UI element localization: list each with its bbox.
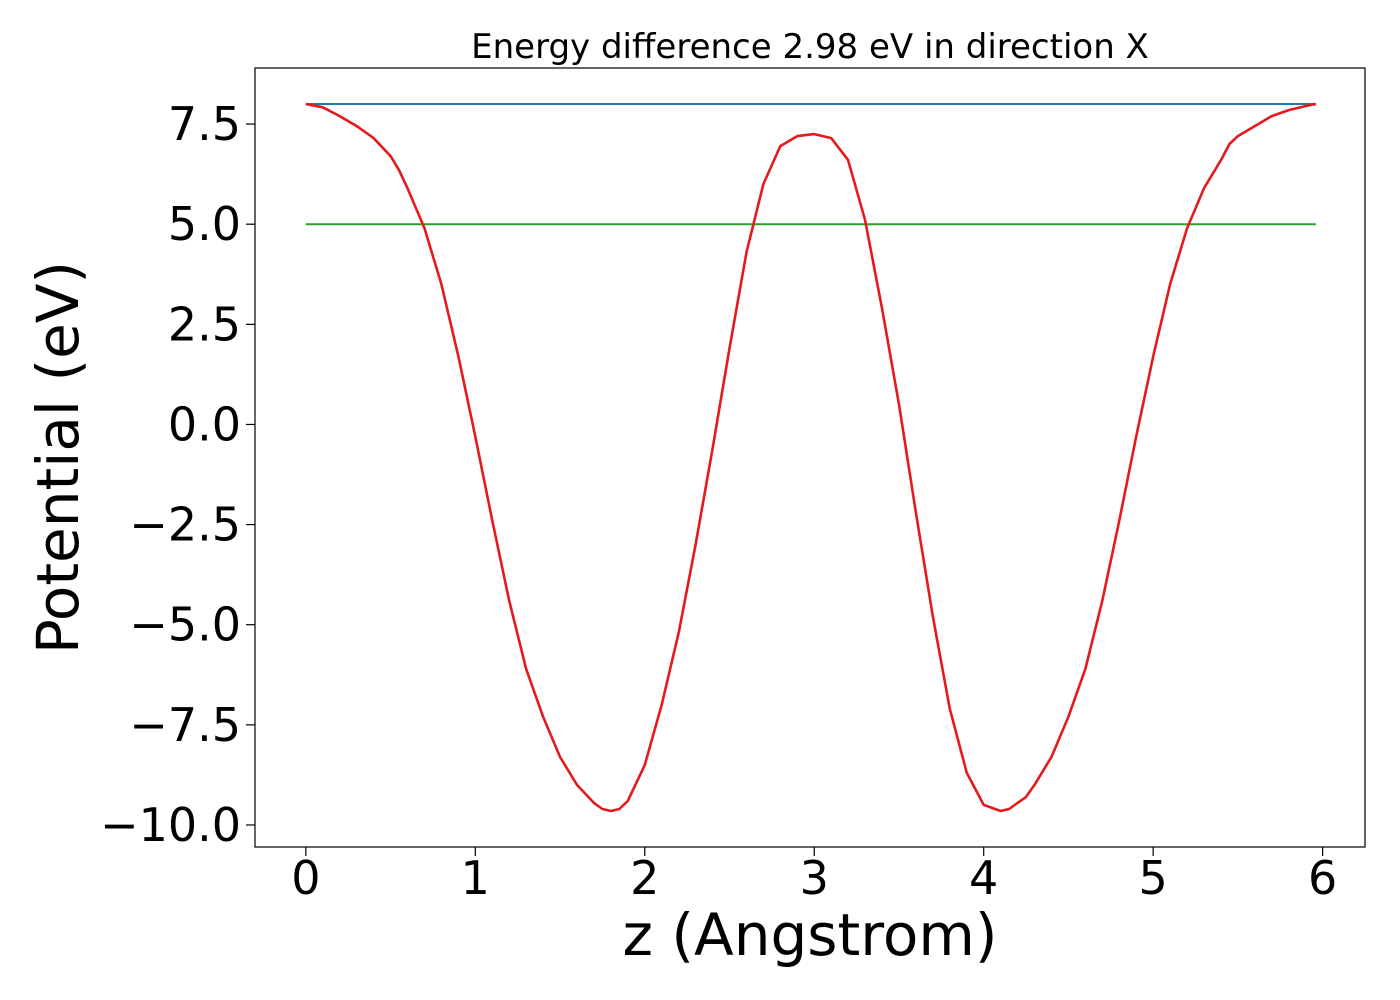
y-tick-label: −10.0 xyxy=(100,798,241,852)
x-tick-label: 6 xyxy=(1308,851,1337,905)
plot-frame xyxy=(254,67,1366,848)
x-tick-label: 0 xyxy=(291,851,320,905)
plot-area xyxy=(254,67,1366,848)
y-axis-label: Potential (eV) xyxy=(24,261,92,654)
x-tick-label: 2 xyxy=(630,851,659,905)
y-tick-label: 2.5 xyxy=(168,297,241,351)
x-axis-label: z (Angstrom) xyxy=(623,901,998,969)
series-line-3 xyxy=(305,102,1317,813)
series-layer xyxy=(305,102,1317,813)
y-tick-label: −2.5 xyxy=(129,498,241,552)
x-tick-label: 1 xyxy=(461,851,490,905)
y-tick-label: 5.0 xyxy=(168,197,241,251)
x-axis: 0 1 2 3 4 5 6 xyxy=(291,847,1337,905)
x-tick-label: 3 xyxy=(800,851,829,905)
x-tick-label: 5 xyxy=(1139,851,1168,905)
y-tick-label: −7.5 xyxy=(129,698,241,752)
y-tick-label: 0.0 xyxy=(168,397,241,451)
y-tick-label: −5.0 xyxy=(129,598,241,652)
y-axis: 7.5 5.0 2.5 0.0 −2.5 −5.0 −7.5 −10.0 xyxy=(100,97,255,852)
y-tick-label: 7.5 xyxy=(168,97,241,151)
chart-title: Energy difference 2.98 eV in direction X xyxy=(471,27,1149,67)
x-tick-label: 4 xyxy=(969,851,998,905)
